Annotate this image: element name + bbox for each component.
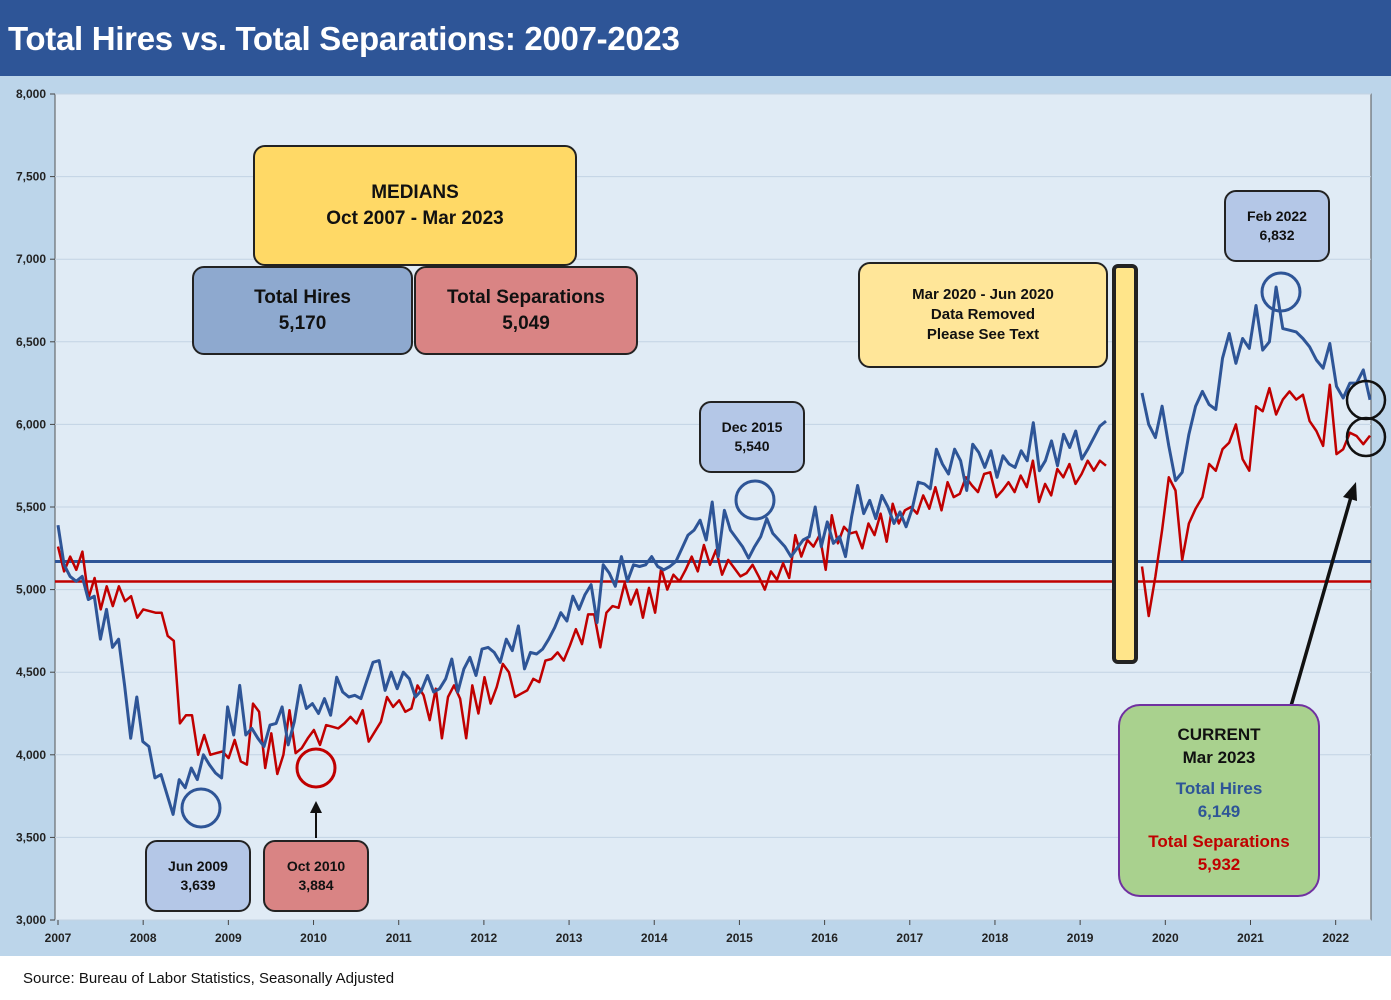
median-hires-value: 5,170	[278, 312, 327, 334]
arrow-current-head	[1343, 482, 1357, 501]
x-tick-label: 2016	[811, 931, 838, 945]
footer: Source: Bureau of Labor Statistics, Seas…	[0, 956, 1391, 1000]
median-hires-box: Total Hires 5,170	[192, 266, 413, 355]
medians-period: Oct 2007 - Mar 2023	[326, 207, 504, 229]
circle-dec2015	[734, 479, 776, 521]
median-seps-label: Total Separations	[446, 286, 605, 308]
source-note: Source: Bureau of Labor Statistics, Seas…	[23, 970, 395, 987]
title-bar: Total Hires vs. Total Separations: 2007-…	[0, 0, 1391, 76]
circle-jun2009	[180, 787, 222, 829]
annotation-dec2015-value: 5,540	[734, 438, 770, 454]
y-tick-label: 4,500	[16, 665, 46, 679]
annotation-dec2015-date: Dec 2015	[721, 419, 783, 436]
circle-current-seps	[1345, 416, 1387, 458]
current-box: CURRENT Mar 2023 Total Hires 6,149 Total…	[1118, 704, 1320, 897]
annotation-jun2009: Jun 2009 3,639	[145, 840, 251, 912]
x-tick-label: 2010	[300, 931, 327, 945]
separations-line-segment-1	[56, 459, 1107, 776]
x-axis-ticks: 2007 2008 2009 2010 2011 2012 2013 2014 2015 2016…	[45, 920, 1349, 945]
y-axis-ticks: 3,000 3,500 4,000 4,500 5,000 5,500 6,000 6,500…	[16, 87, 55, 927]
annotation-jun2009-value: 3,639	[180, 877, 216, 893]
x-tick-label: 2022	[1322, 931, 1349, 945]
x-tick-label: 2011	[386, 931, 412, 945]
series-lines	[56, 285, 1372, 816]
annotation-dec2015: Dec 2015 5,540	[699, 401, 805, 473]
y-tick-label: 3,000	[16, 913, 46, 927]
circle-oct2010	[295, 747, 337, 789]
covid-note-line2: Data Removed	[930, 305, 1036, 323]
circle-feb2022	[1260, 271, 1302, 313]
annotation-oct2010-value: 3,884	[298, 877, 334, 893]
x-tick-label: 2012	[471, 931, 498, 945]
medians-title-box: MEDIANS Oct 2007 - Mar 2023	[253, 145, 577, 266]
current-seps-label: Total Separations	[1148, 832, 1290, 852]
hires-line-segment-2	[1140, 285, 1372, 483]
x-tick-label: 2021	[1237, 931, 1264, 945]
chart-title: Total Hires vs. Total Separations: 2007-…	[8, 20, 680, 57]
y-tick-label: 7,500	[16, 170, 46, 184]
x-tick-label: 2008	[130, 931, 157, 945]
x-tick-label: 2015	[726, 931, 753, 945]
x-tick-label: 2014	[641, 931, 668, 945]
medians-title: MEDIANS	[371, 181, 459, 203]
current-hires-label: Total Hires	[1175, 778, 1263, 798]
current-seps-value: 5,932	[1197, 855, 1241, 875]
covid-note-box: Mar 2020 - Jun 2020 Data Removed Please …	[858, 262, 1108, 368]
annotation-feb2022-value: 6,832	[1259, 227, 1295, 243]
current-hires-value: 6,149	[1197, 801, 1241, 821]
annotation-oct2010: Oct 2010 3,884	[263, 840, 369, 912]
annotation-feb2022-date: Feb 2022	[1247, 208, 1307, 225]
current-title: CURRENT	[1177, 724, 1261, 744]
annotation-oct2010-date: Oct 2010	[286, 858, 346, 875]
x-tick-label: 2013	[556, 931, 583, 945]
x-tick-label: 2009	[215, 931, 242, 945]
median-hires-label: Total Hires	[254, 286, 351, 308]
x-tick-label: 2020	[1152, 931, 1179, 945]
y-tick-label: 7,000	[16, 252, 46, 266]
y-tick-label: 8,000	[16, 87, 46, 101]
x-tick-label: 2017	[896, 931, 923, 945]
x-tick-label: 2018	[982, 931, 1009, 945]
arrow-oct2010-head	[310, 801, 322, 813]
y-tick-label: 4,000	[16, 748, 46, 762]
median-lines	[55, 560, 1371, 583]
median-seps-box: Total Separations 5,049	[414, 266, 638, 355]
covid-note-line3: Please See Text	[926, 326, 1040, 344]
y-tick-label: 5,500	[16, 500, 46, 514]
annotation-feb2022: Feb 2022 6,832	[1224, 190, 1330, 262]
y-tick-label: 6,000	[16, 417, 46, 431]
y-tick-label: 6,500	[16, 335, 46, 349]
median-seps-value: 5,049	[502, 312, 550, 334]
x-tick-label: 2007	[45, 931, 72, 945]
separations-line-segment-2	[1140, 383, 1371, 618]
y-tick-label: 3,500	[16, 830, 46, 844]
current-date: Mar 2023	[1182, 747, 1256, 767]
covid-gap-bar	[1112, 264, 1138, 664]
x-tick-label: 2019	[1067, 931, 1094, 945]
arrow-current	[1289, 496, 1353, 707]
y-tick-label: 5,000	[16, 583, 46, 597]
annotation-jun2009-date: Jun 2009	[168, 858, 228, 875]
covid-note-line1: Mar 2020 - Jun 2020	[912, 285, 1054, 303]
hires-line-segment-1	[56, 419, 1107, 816]
